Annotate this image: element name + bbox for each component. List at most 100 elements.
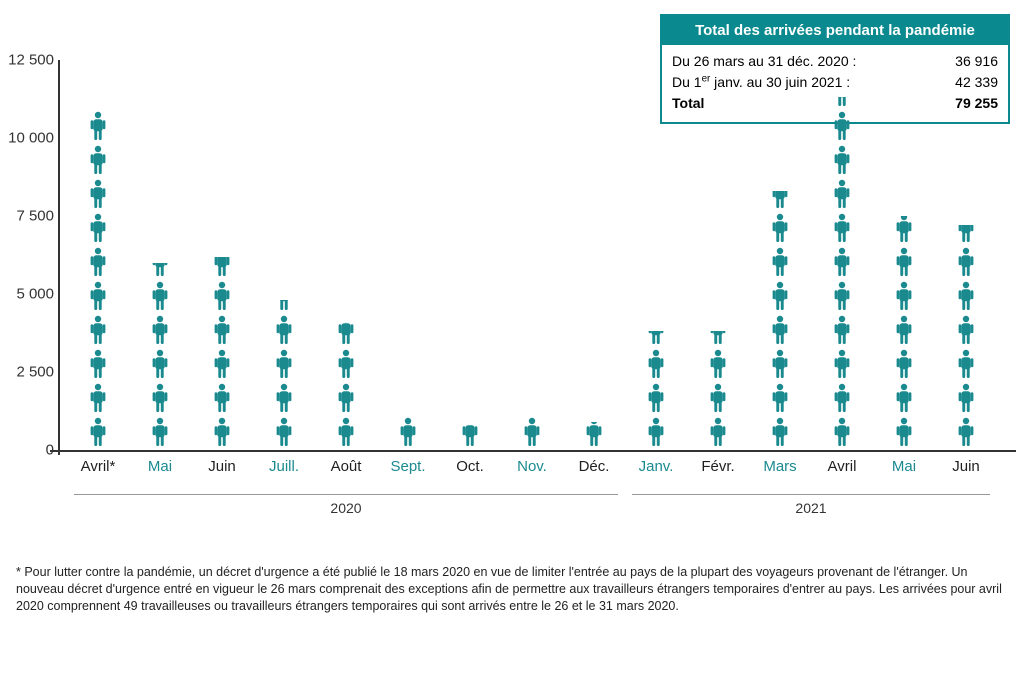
person-icon — [768, 191, 792, 212]
x-tick-label: Avril* — [70, 458, 126, 475]
bar-column — [752, 191, 808, 450]
person-icon — [148, 382, 172, 416]
person-icon-wrap — [768, 416, 792, 450]
person-icon-wrap — [272, 416, 296, 450]
chart-bars — [60, 60, 1000, 450]
person-icon — [148, 263, 172, 280]
person-icon — [334, 322, 358, 348]
person-icon-wrap — [892, 314, 916, 348]
person-icon-wrap — [148, 314, 172, 348]
year-rule — [632, 494, 990, 495]
year-label: 2021 — [795, 500, 826, 516]
person-icon — [210, 257, 234, 280]
person-icon — [706, 382, 730, 416]
person-icon-wrap — [954, 382, 978, 416]
person-icon — [272, 300, 296, 314]
person-icon — [644, 348, 668, 382]
person-icon — [830, 144, 854, 178]
person-icon-wrap — [272, 300, 296, 314]
person-icon-wrap — [892, 280, 916, 314]
person-icon — [768, 280, 792, 314]
person-icon-wrap — [830, 212, 854, 246]
person-icon — [830, 97, 854, 110]
person-icon-wrap — [768, 382, 792, 416]
x-tick-label: Juin — [194, 458, 250, 475]
person-icon-wrap — [272, 314, 296, 348]
person-icon — [334, 348, 358, 382]
person-icon-wrap — [148, 416, 172, 450]
person-icon-wrap — [210, 416, 234, 450]
person-icon-wrap — [830, 314, 854, 348]
person-icon-wrap — [830, 280, 854, 314]
person-icon-wrap — [86, 314, 110, 348]
person-icon — [210, 314, 234, 348]
person-icon — [272, 314, 296, 348]
person-icon-wrap — [706, 382, 730, 416]
person-icon-wrap — [768, 191, 792, 212]
person-icon — [954, 246, 978, 280]
person-icon — [830, 314, 854, 348]
x-tick-label: Juin — [938, 458, 994, 475]
person-icon — [272, 382, 296, 416]
person-icon-wrap — [768, 246, 792, 280]
person-icon-wrap — [954, 246, 978, 280]
person-icon — [644, 416, 668, 450]
person-icon-wrap — [644, 416, 668, 450]
person-icon-wrap — [954, 314, 978, 348]
person-icon — [706, 348, 730, 382]
person-icon-wrap — [830, 178, 854, 212]
person-icon — [210, 416, 234, 450]
person-icon — [830, 110, 854, 144]
y-tick-label: 7 500 — [16, 208, 54, 225]
person-icon-wrap — [334, 416, 358, 450]
person-icon-wrap — [334, 382, 358, 416]
person-icon-wrap — [644, 382, 668, 416]
x-tick-label: Avril — [814, 458, 870, 475]
person-icon — [830, 348, 854, 382]
legend-title: Total des arrivées pendant la pandémie — [662, 16, 1008, 45]
bar-column — [256, 300, 312, 450]
person-icon — [954, 382, 978, 416]
person-icon-wrap — [396, 416, 420, 450]
x-tick-label: Nov. — [504, 458, 560, 475]
x-tick-label: Août — [318, 458, 374, 475]
y-axis: 02 5005 0007 50010 00012 500 — [0, 60, 60, 450]
person-icon-wrap — [644, 331, 668, 348]
person-icon-wrap — [148, 382, 172, 416]
person-icon — [210, 280, 234, 314]
x-tick-label: Déc. — [566, 458, 622, 475]
person-icon — [396, 416, 420, 450]
person-icon-wrap — [458, 425, 482, 450]
person-icon — [86, 280, 110, 314]
x-tick-label: Mai — [132, 458, 188, 475]
person-icon — [954, 416, 978, 450]
person-icon — [148, 416, 172, 450]
person-icon — [86, 314, 110, 348]
person-icon — [272, 416, 296, 450]
person-icon-wrap — [954, 225, 978, 246]
year-label: 2020 — [330, 500, 361, 516]
year-rule — [74, 494, 618, 495]
bar-column — [814, 97, 870, 450]
bar-column — [194, 257, 250, 450]
person-icon-wrap — [86, 280, 110, 314]
person-icon — [86, 382, 110, 416]
bar-column — [132, 263, 188, 450]
person-icon-wrap — [644, 348, 668, 382]
person-icon — [706, 331, 730, 348]
person-icon-wrap — [892, 348, 916, 382]
person-icon-wrap — [86, 178, 110, 212]
person-icon-wrap — [954, 416, 978, 450]
person-icon — [892, 416, 916, 450]
person-icon-wrap — [148, 348, 172, 382]
person-icon-wrap — [86, 144, 110, 178]
person-icon-wrap — [520, 416, 544, 450]
x-tick-label: Févr. — [690, 458, 746, 475]
x-tick-label: Juill. — [256, 458, 312, 475]
person-icon-wrap — [148, 280, 172, 314]
person-icon — [954, 280, 978, 314]
person-icon-wrap — [582, 422, 606, 450]
person-icon-wrap — [830, 348, 854, 382]
person-icon — [768, 212, 792, 246]
y-tick-label: 5 000 — [16, 286, 54, 303]
